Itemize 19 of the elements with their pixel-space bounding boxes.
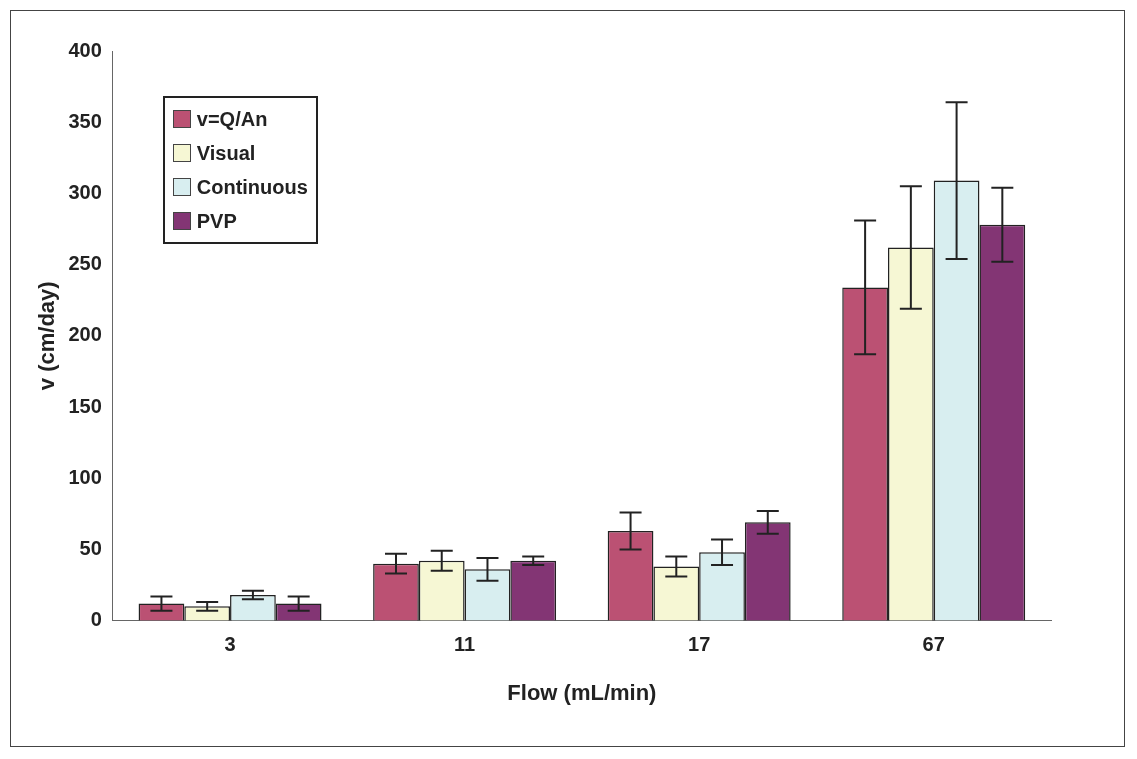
y-tick-label: 100 bbox=[68, 465, 102, 488]
x-tick-label: 67 bbox=[922, 633, 945, 656]
y-tick-label: 350 bbox=[68, 109, 102, 132]
x-tick-label: 11 bbox=[454, 633, 476, 656]
x-tick-label: 17 bbox=[688, 633, 711, 656]
y-tick-label: 150 bbox=[68, 394, 102, 417]
y-tick-label: 200 bbox=[68, 323, 102, 346]
y-tick-label: 50 bbox=[79, 536, 102, 559]
x-axis-title: Flow (mL/min) bbox=[507, 679, 657, 705]
y-tick-label: 300 bbox=[68, 180, 102, 203]
y-tick-label: 250 bbox=[68, 252, 102, 275]
y-tick-label: 400 bbox=[68, 38, 102, 61]
legend-label: v=Q/An bbox=[196, 107, 268, 131]
legend-label: Continuous bbox=[196, 175, 308, 199]
x-tick-label: 3 bbox=[224, 633, 236, 656]
legend-label: PVP bbox=[196, 209, 237, 233]
y-axis-title: v (cm/day) bbox=[34, 281, 60, 391]
legend-label: Visual bbox=[196, 141, 256, 165]
y-tick-label: 0 bbox=[90, 608, 102, 631]
